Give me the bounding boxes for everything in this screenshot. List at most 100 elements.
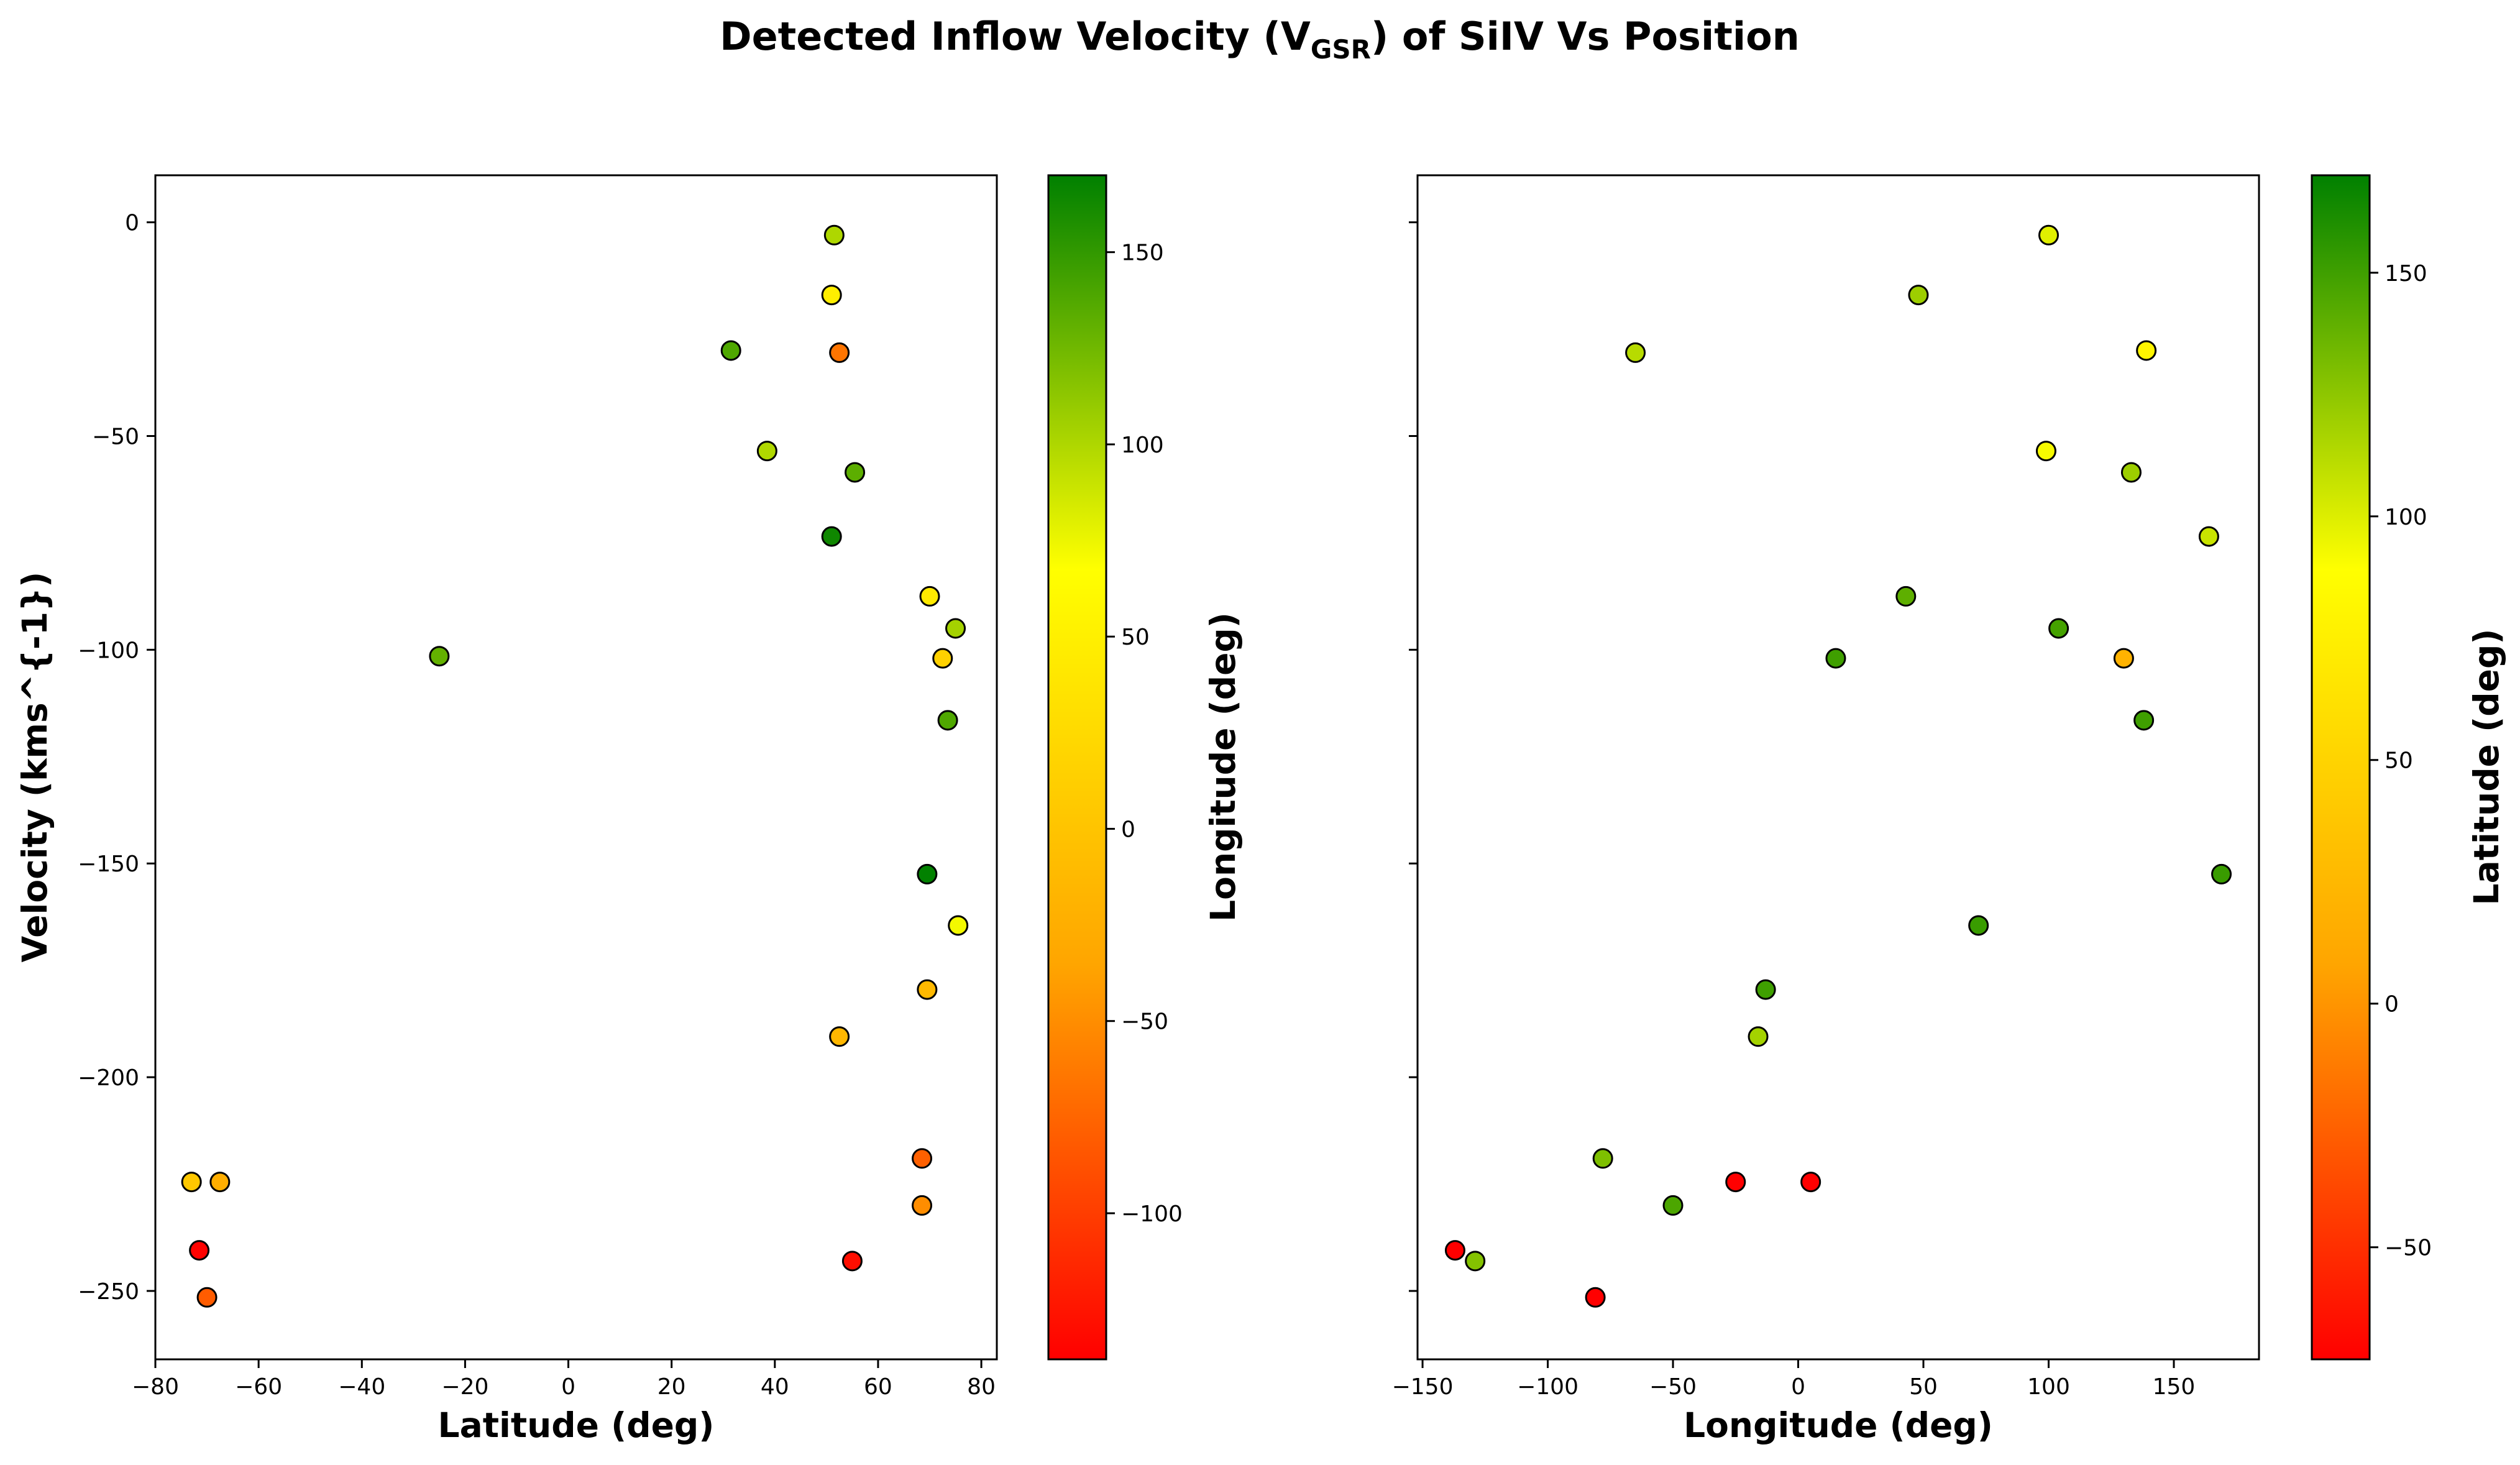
y-tick-label: −50 xyxy=(92,425,139,450)
colorbar-tick-label: −100 xyxy=(1121,1201,1183,1227)
y-tick-label: −150 xyxy=(78,852,139,877)
colorbar-tick-label: 50 xyxy=(1121,625,1150,650)
scatter-point xyxy=(821,285,842,306)
colorbar-tick-label: −50 xyxy=(1121,1009,1168,1035)
scatter-point xyxy=(196,1287,218,1308)
colorbar xyxy=(2311,174,2371,1361)
plot-area xyxy=(154,174,998,1361)
x-axis-ticks: −150 −100 −50 0 50 100 150 xyxy=(1392,1359,2196,1400)
scatter-point xyxy=(189,1240,210,1261)
scatter-point xyxy=(821,526,842,547)
colorbar-label: Latitude (deg) xyxy=(2467,629,2506,906)
scatter-point xyxy=(945,618,966,639)
x-tick-label: 150 xyxy=(2153,1374,2196,1400)
x-tick-label: 0 xyxy=(561,1374,575,1400)
y-tick-label: −250 xyxy=(78,1279,139,1305)
scatter-point xyxy=(209,1172,231,1193)
scatter-point xyxy=(841,1251,863,1272)
scatter-point xyxy=(845,462,866,483)
x-tick-label: −150 xyxy=(1392,1374,1454,1400)
scatter-point xyxy=(937,710,958,731)
colorbar-ticks: 150 100 50 0 −50 −100 xyxy=(1106,241,1183,1227)
colorbar-tick-label: 150 xyxy=(1121,241,1164,266)
x-axis-label: Longitude (deg) xyxy=(1684,1405,1993,1445)
x-axis-label: Latitude (deg) xyxy=(438,1405,715,1445)
scatter-point xyxy=(948,915,969,936)
scatter-point xyxy=(1662,1195,1684,1216)
colorbar-tick-label: 150 xyxy=(2385,261,2427,287)
x-tick-label: 60 xyxy=(864,1374,892,1400)
colorbar-tick-label: 0 xyxy=(2385,992,2399,1017)
scatter-point xyxy=(1585,1287,1606,1308)
scatter-points xyxy=(181,224,969,1308)
scatter-points xyxy=(1444,224,2232,1308)
scatter-point xyxy=(917,979,938,1000)
scatter-point xyxy=(1748,1026,1769,1047)
scatter-point xyxy=(2120,462,2142,483)
scatter-point xyxy=(2035,441,2056,462)
scatter-point xyxy=(829,342,850,363)
x-tick-label: −80 xyxy=(132,1374,179,1400)
longitude-scatter-panel: −150 −100 −50 0 50 100 150 Longitude (deg) 150… xyxy=(1392,174,2506,1445)
latitude-scatter-panel: −80 −60 −40 −20 0 20 40 60 80 0−50−100−150−200−2… xyxy=(15,174,1243,1445)
scatter-point xyxy=(720,340,741,361)
scatter-point xyxy=(917,863,938,884)
y-axis-ticks: 0 −50 −100 −150 −200 −250 xyxy=(78,211,155,1305)
scatter-point xyxy=(829,1026,850,1047)
scatter-point xyxy=(2113,648,2134,669)
y-tick-label: 0 xyxy=(125,211,139,236)
scatter-point xyxy=(912,1195,933,1216)
scatter-point xyxy=(1895,586,1917,607)
y-tick-label: −200 xyxy=(78,1065,139,1091)
x-tick-label: 80 xyxy=(967,1374,996,1400)
y-tick-label: −100 xyxy=(78,638,139,663)
scatter-point xyxy=(1725,1172,1746,1193)
title-subscript: GSR xyxy=(1311,34,1371,65)
x-tick-label: −40 xyxy=(338,1374,385,1400)
y-axis-ticks xyxy=(1409,221,1418,1292)
scatter-point xyxy=(1625,342,1646,363)
figure-title: Detected Inflow Velocity (VGSR) of SiIV … xyxy=(720,14,1800,65)
scatter-point xyxy=(756,441,777,462)
scatter-point xyxy=(2136,340,2157,361)
scatter-point xyxy=(1444,1240,1465,1261)
colorbar-tick-label: 0 xyxy=(1121,817,1135,842)
scatter-point xyxy=(932,648,953,669)
x-tick-label: −20 xyxy=(441,1374,488,1400)
y-axis-label: Velocity (kms^{-1}) xyxy=(15,572,55,963)
x-tick-label: −100 xyxy=(1517,1374,1578,1400)
scatter-point xyxy=(823,224,845,246)
x-tick-label: 100 xyxy=(2027,1374,2070,1400)
scatter-point xyxy=(1825,648,1846,669)
x-tick-label: −60 xyxy=(235,1374,282,1400)
scatter-point xyxy=(2198,526,2219,547)
scatter-point xyxy=(1908,285,1929,306)
scatter-point xyxy=(2133,710,2155,731)
scatter-point xyxy=(2038,224,2059,246)
scatter-point xyxy=(2048,618,2069,639)
scatter-point xyxy=(1968,915,1989,936)
scatter-point xyxy=(919,586,940,607)
x-tick-label: −50 xyxy=(1649,1374,1697,1400)
x-tick-label: 20 xyxy=(657,1374,686,1400)
x-tick-label: 40 xyxy=(761,1374,789,1400)
scatter-point xyxy=(1755,979,1776,1000)
x-tick-label: 0 xyxy=(1791,1374,1805,1400)
colorbar-tick-label: 50 xyxy=(2385,748,2413,774)
x-tick-label: 50 xyxy=(1909,1374,1938,1400)
scatter-point xyxy=(2211,863,2232,884)
title-rest: ) of SiIV Vs Position xyxy=(1371,14,1800,59)
scatter-point xyxy=(429,646,450,667)
scatter-point xyxy=(912,1148,933,1169)
colorbar xyxy=(1047,174,1107,1361)
scatter-point xyxy=(181,1172,202,1193)
scatter-point xyxy=(1465,1251,1486,1272)
x-axis-ticks: −80 −60 −40 −20 0 20 40 60 80 xyxy=(132,1359,996,1400)
colorbar-tick-label: 100 xyxy=(1121,433,1164,458)
title-main: Detected Inflow Velocity (V xyxy=(720,14,1311,59)
scatter-point xyxy=(1800,1172,1821,1193)
colorbar-tick-label: 100 xyxy=(2385,505,2427,530)
plot-area xyxy=(1416,174,2260,1361)
